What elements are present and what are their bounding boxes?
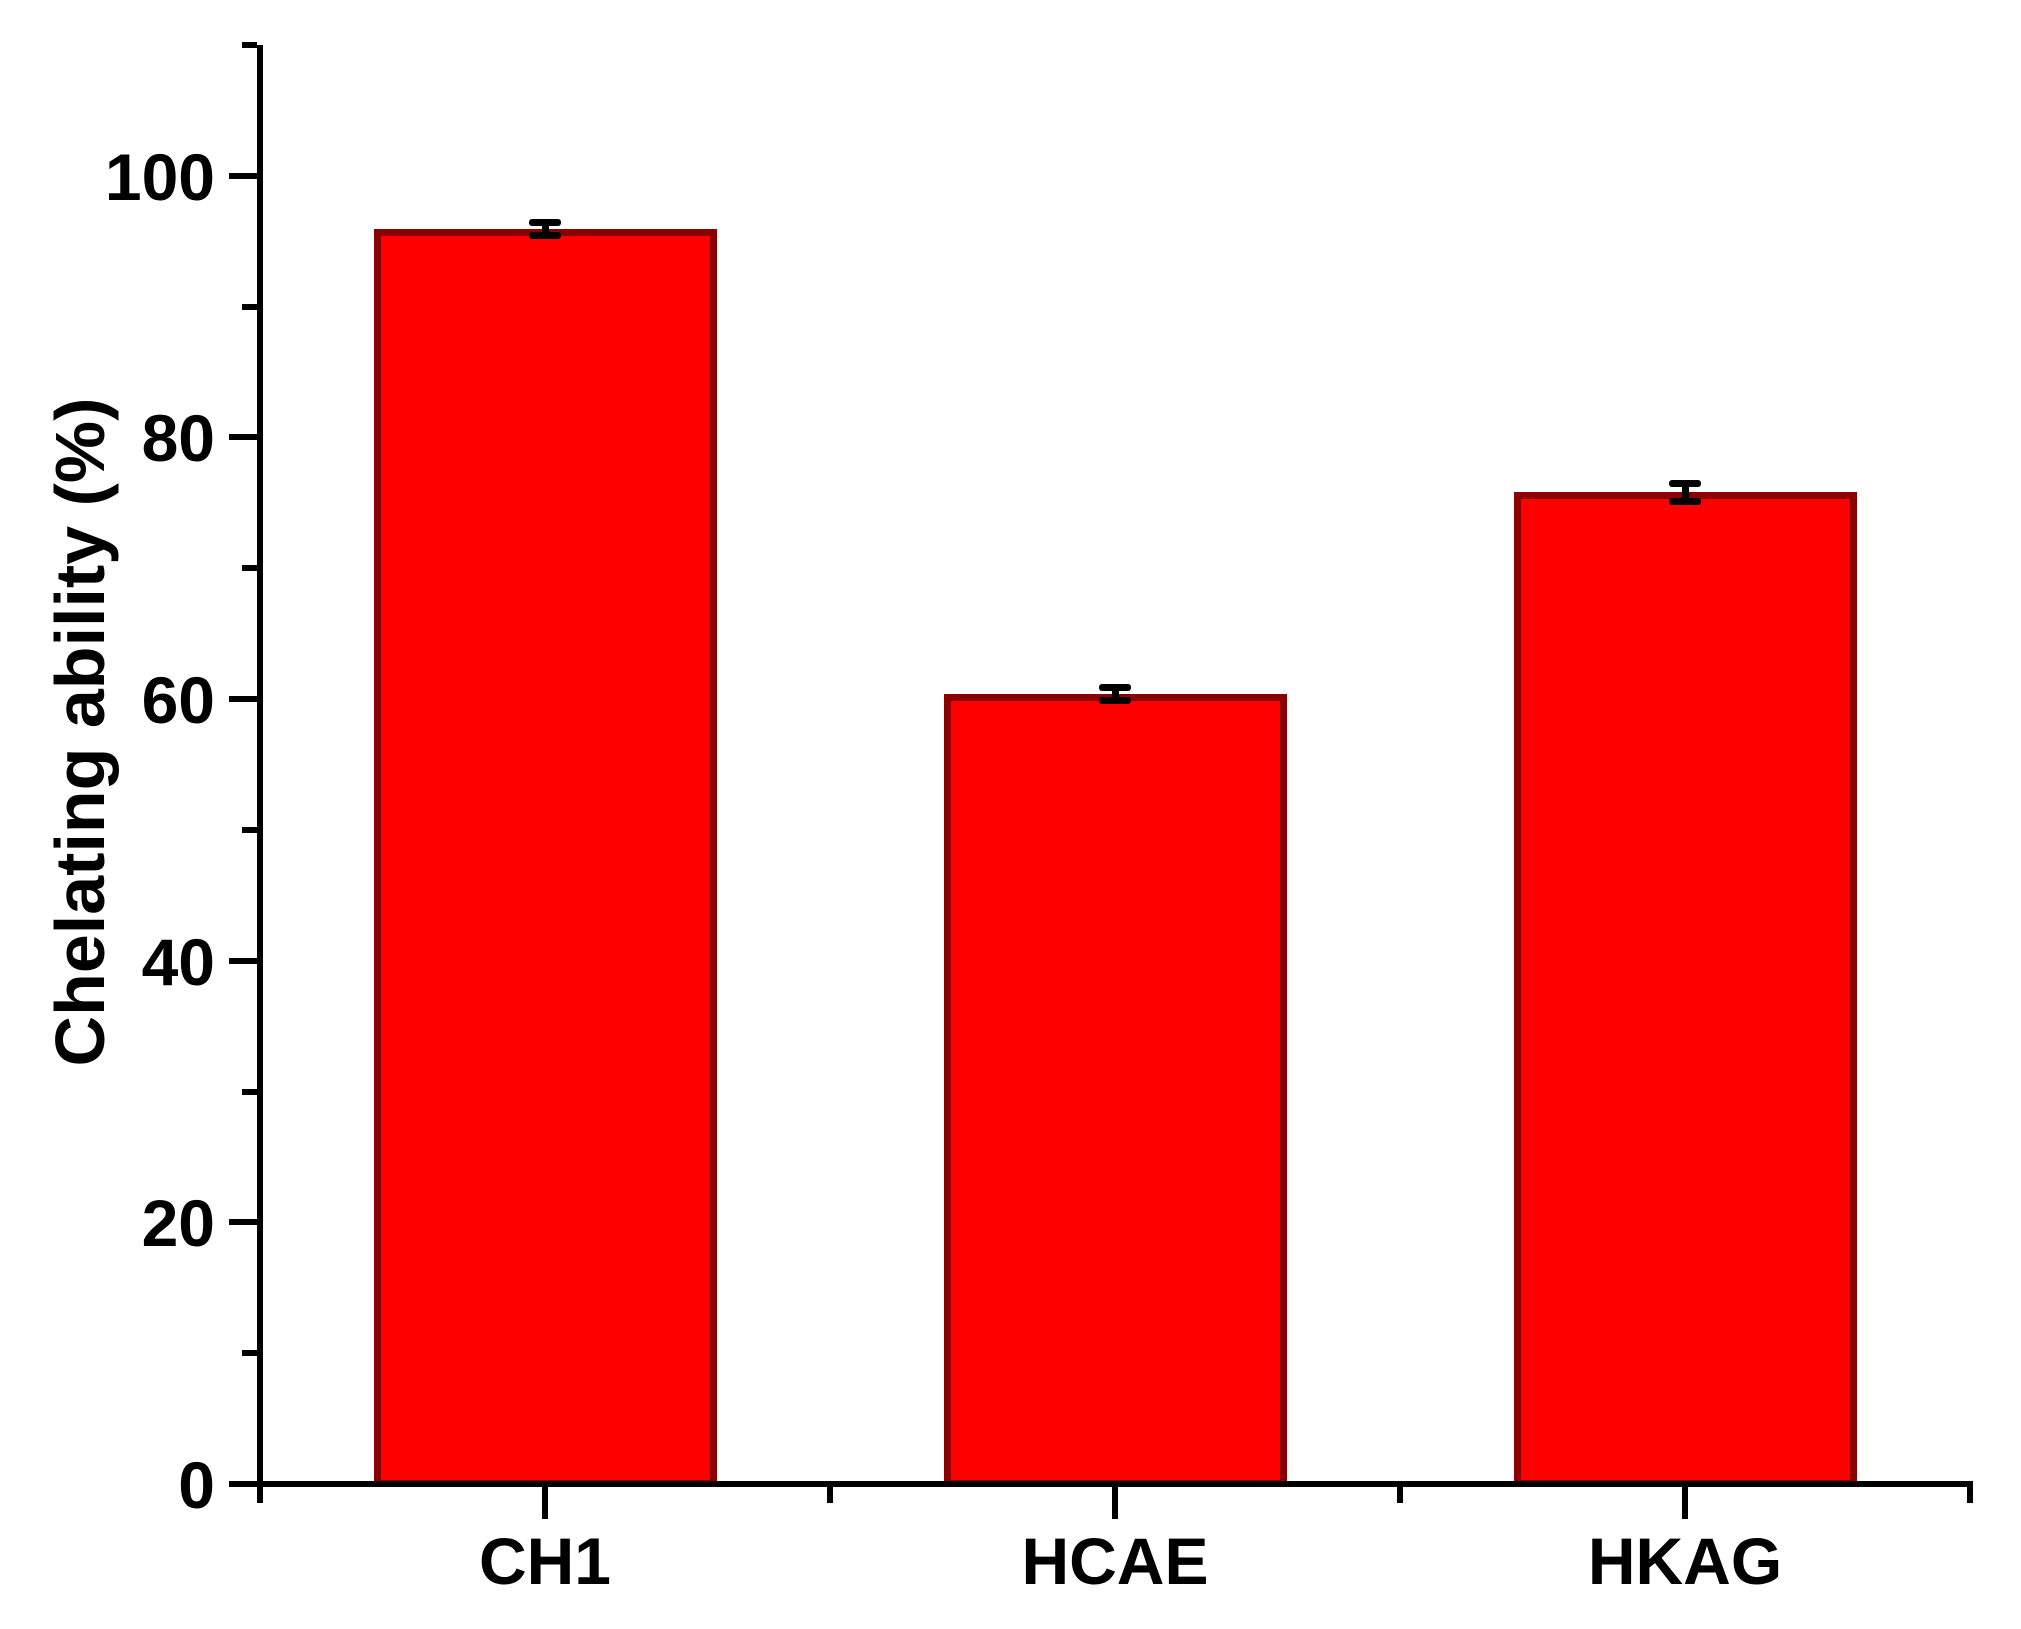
y-minor-tick [242, 565, 257, 572]
y-minor-tick [242, 42, 257, 48]
y-minor-tick [242, 1088, 257, 1095]
y-major-tick [229, 957, 257, 964]
y-tick-label: 0 [178, 1448, 215, 1522]
y-tick-label: 60 [141, 663, 215, 738]
bar-hcae [943, 693, 1287, 1487]
error-bar-cap-bottom [529, 232, 561, 240]
x-major-tick [1682, 1487, 1688, 1519]
error-bar-cap-bottom [1099, 696, 1131, 704]
y-major-tick [229, 434, 257, 441]
x-tick-label-hkag: HKAG [1587, 1524, 1783, 1598]
bar-ch1 [373, 229, 717, 1487]
error-bar-line [1111, 687, 1119, 701]
x-minor-tick [827, 1487, 833, 1503]
error-bar-line [541, 222, 549, 236]
y-minor-tick [242, 303, 257, 310]
x-major-tick [1112, 1487, 1118, 1519]
y-minor-tick [242, 1350, 257, 1357]
y-tick-label: 80 [141, 401, 215, 476]
x-minor-tick [1967, 1487, 1973, 1503]
x-minor-tick [1397, 1487, 1403, 1503]
y-tick-label: 100 [104, 139, 215, 214]
x-axis-line [257, 1481, 1973, 1487]
x-tick-label-ch1: CH1 [478, 1524, 612, 1598]
error-bar-line [1681, 483, 1689, 502]
error-bar-cap-top [1669, 479, 1701, 487]
bar-hkag [1513, 492, 1857, 1487]
y-minor-tick [242, 826, 257, 833]
y-tick-label: 20 [141, 1186, 215, 1261]
y-tick-label: 40 [141, 924, 215, 999]
error-bar-cap-top [529, 219, 561, 227]
error-bar-cap-bottom [1669, 498, 1701, 506]
error-bar-cap-top [1099, 683, 1131, 691]
x-minor-tick [257, 1487, 263, 1503]
y-major-tick [229, 1219, 257, 1226]
x-tick-label-hcae: HCAE [1021, 1524, 1209, 1598]
y-major-tick [229, 696, 257, 703]
y-axis-line [257, 45, 263, 1487]
y-major-tick [229, 1481, 257, 1487]
x-major-tick [542, 1487, 548, 1519]
y-major-tick [229, 172, 257, 179]
